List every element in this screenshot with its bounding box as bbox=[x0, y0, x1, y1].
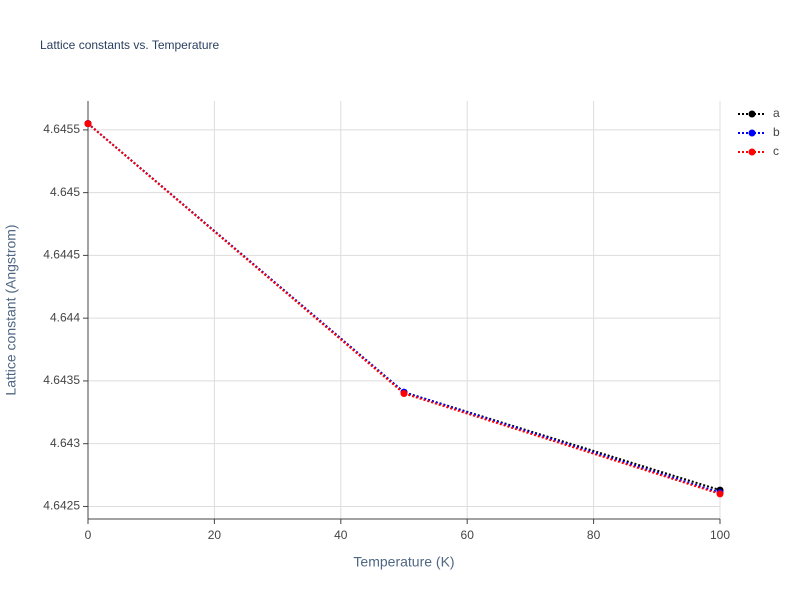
legend-label: c bbox=[773, 144, 779, 158]
y-tick-label: 4.6445 bbox=[43, 248, 80, 262]
y-tick-label: 4.645 bbox=[50, 185, 80, 199]
x-tick-label: 20 bbox=[208, 528, 222, 542]
y-tick-label: 4.6425 bbox=[43, 499, 80, 513]
legend-marker bbox=[748, 129, 756, 137]
point bbox=[400, 389, 408, 397]
y-tick-label: 4.6455 bbox=[43, 122, 80, 136]
x-tick-label: 60 bbox=[461, 528, 475, 542]
y-tick-label: 4.644 bbox=[50, 310, 80, 324]
x-tick-label: 100 bbox=[710, 528, 730, 542]
y-tick-label: 4.643 bbox=[50, 436, 80, 450]
x-axis-label: Temperature (K) bbox=[353, 554, 454, 570]
x-tick-label: 0 bbox=[85, 528, 92, 542]
point bbox=[84, 120, 92, 128]
point bbox=[716, 490, 724, 498]
x-tick-label: 40 bbox=[334, 528, 348, 542]
legend-label: a bbox=[773, 106, 780, 120]
legend-label: b bbox=[773, 125, 780, 139]
series-line bbox=[87, 122, 721, 494]
legend-marker bbox=[748, 148, 756, 156]
x-tick-label: 80 bbox=[587, 528, 601, 542]
series-line bbox=[87, 122, 721, 492]
legend-marker bbox=[748, 110, 756, 118]
series-line bbox=[87, 122, 721, 495]
y-axis-label: Lattice constant (Angstrom) bbox=[3, 224, 19, 395]
chart-title: Lattice constants vs. Temperature bbox=[40, 38, 220, 52]
y-tick-label: 4.6435 bbox=[43, 373, 80, 387]
